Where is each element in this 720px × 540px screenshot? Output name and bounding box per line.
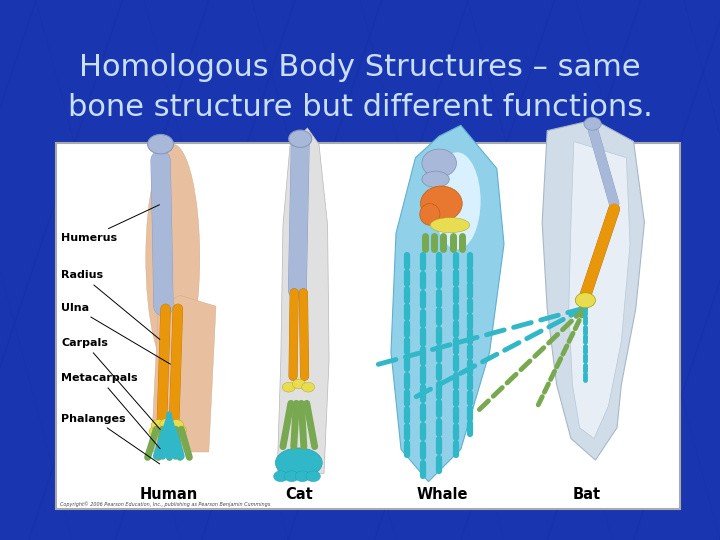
Circle shape	[149, 426, 163, 437]
FancyBboxPatch shape	[56, 143, 680, 509]
Text: Whale: Whale	[417, 487, 469, 502]
Circle shape	[169, 420, 184, 430]
Circle shape	[295, 471, 310, 482]
Text: Copyright© 2006 Pearson Education, Inc., publishing as Pearson Benjamin Cummings: Copyright© 2006 Pearson Education, Inc.,…	[60, 502, 270, 507]
Ellipse shape	[145, 144, 199, 371]
Circle shape	[282, 382, 295, 392]
Ellipse shape	[422, 171, 449, 187]
Polygon shape	[151, 295, 216, 452]
Text: Humerus: Humerus	[61, 205, 160, 242]
Circle shape	[284, 471, 299, 482]
Polygon shape	[569, 141, 630, 438]
Circle shape	[274, 471, 288, 482]
Text: Radius: Radius	[61, 271, 160, 340]
Text: bone structure but different functions.: bone structure but different functions.	[68, 93, 652, 123]
Circle shape	[575, 293, 595, 308]
Circle shape	[172, 425, 186, 436]
Ellipse shape	[276, 448, 323, 477]
Circle shape	[584, 117, 601, 130]
Text: Cat: Cat	[285, 487, 312, 502]
Text: Human: Human	[140, 487, 198, 502]
Polygon shape	[277, 128, 329, 474]
Text: Metacarpals: Metacarpals	[61, 373, 160, 449]
Text: Phalanges: Phalanges	[61, 414, 160, 464]
Text: Homologous Body Structures – same: Homologous Body Structures – same	[79, 53, 641, 82]
Circle shape	[160, 418, 174, 429]
Ellipse shape	[420, 186, 462, 221]
Circle shape	[289, 130, 312, 147]
Circle shape	[292, 379, 305, 389]
Circle shape	[302, 382, 315, 392]
Ellipse shape	[431, 218, 470, 233]
Circle shape	[158, 424, 172, 435]
Ellipse shape	[422, 149, 456, 177]
Ellipse shape	[420, 204, 440, 225]
Text: Carpals: Carpals	[61, 338, 160, 429]
Text: Bat: Bat	[572, 487, 601, 502]
Circle shape	[148, 134, 174, 154]
Circle shape	[306, 471, 320, 482]
Ellipse shape	[433, 152, 481, 249]
Circle shape	[151, 420, 166, 430]
Circle shape	[166, 427, 180, 438]
Text: Ulna: Ulna	[61, 303, 171, 364]
Polygon shape	[542, 120, 644, 460]
Polygon shape	[391, 125, 504, 482]
